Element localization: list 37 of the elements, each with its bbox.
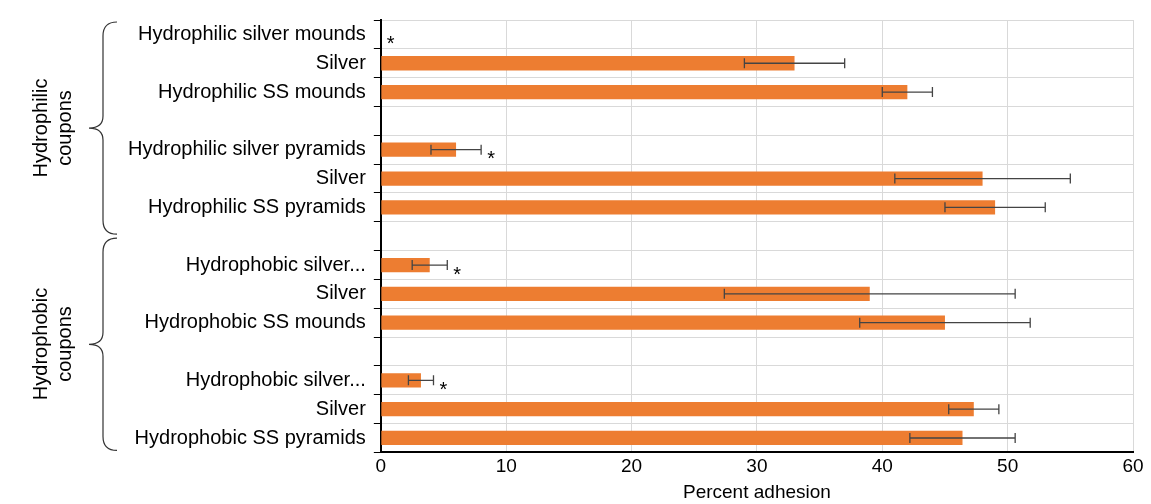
x-tick-label: 0: [375, 455, 387, 477]
y-tick-label: Hydrophilic silver mounds: [137, 21, 366, 44]
y-tick-label: Hydrophilic SS pyramids: [147, 194, 366, 217]
bar: [381, 200, 996, 215]
x-tick-label: 50: [997, 455, 1019, 477]
x-tick-label: 10: [495, 455, 517, 477]
data-label: *: [386, 31, 395, 54]
text: Hydrophilic coupons: [28, 77, 76, 180]
data-label: *: [453, 262, 462, 285]
x-tick-label: 20: [620, 455, 643, 477]
bar: [381, 286, 870, 301]
bar: [381, 315, 945, 330]
bar: [381, 56, 795, 71]
y-tick-label: Silver: [315, 281, 367, 304]
data-label: *: [439, 377, 448, 400]
y-tick-label: Hydrophobic SS pyramids: [134, 425, 366, 448]
x-tick-label: 60: [1122, 455, 1144, 477]
y-tick-label: Hydrophobic silver...: [185, 367, 366, 390]
y-tick-label: Silver: [315, 50, 367, 73]
y-tick-label: Hydrophilic silver pyramids: [128, 137, 366, 160]
y-tick-label: Silver: [315, 396, 367, 419]
x-axis-title: Percent adhesion: [682, 480, 831, 502]
bar: [381, 430, 963, 446]
bar: [381, 257, 430, 273]
y-tick-label: Hydrophobic silver...: [185, 252, 366, 275]
bar: [381, 402, 974, 417]
x-tick-label: 40: [871, 455, 893, 477]
y-tick-label: Silver: [315, 166, 367, 189]
bar: [381, 171, 983, 186]
bar: [381, 142, 457, 157]
bar: [381, 373, 421, 388]
text: Hydrophobic coupons: [28, 287, 76, 403]
data-label: *: [487, 147, 496, 170]
y-tick-label: Hydrophilic SS mounds: [157, 79, 366, 102]
y-tick-label: Hydrophobic SS mounds: [144, 310, 366, 333]
bar: [381, 84, 908, 100]
x-tick-label: 30: [746, 455, 768, 477]
